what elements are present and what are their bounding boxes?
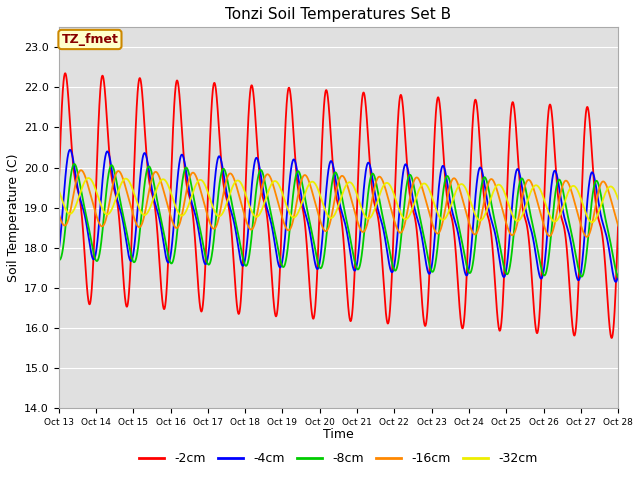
-4cm bbox=[119, 217, 127, 223]
-32cm bbox=[152, 188, 160, 194]
Legend: -2cm, -4cm, -8cm, -16cm, -32cm: -2cm, -4cm, -8cm, -16cm, -32cm bbox=[134, 447, 543, 470]
Line: -8cm: -8cm bbox=[59, 164, 618, 277]
-2cm bbox=[269, 296, 277, 302]
-32cm bbox=[119, 178, 127, 184]
-2cm bbox=[543, 128, 551, 134]
-16cm bbox=[614, 223, 622, 228]
-8cm bbox=[614, 275, 622, 280]
-8cm bbox=[604, 225, 611, 230]
-8cm bbox=[152, 191, 160, 197]
-8cm bbox=[119, 210, 127, 216]
-2cm bbox=[119, 265, 127, 271]
-2cm bbox=[614, 221, 622, 227]
Line: -16cm: -16cm bbox=[59, 170, 618, 237]
-2cm bbox=[61, 71, 69, 76]
-16cm bbox=[55, 211, 63, 216]
-8cm bbox=[55, 256, 63, 262]
-32cm bbox=[269, 179, 277, 185]
-2cm bbox=[152, 213, 160, 218]
-4cm bbox=[614, 272, 622, 277]
-8cm bbox=[269, 222, 277, 228]
-32cm bbox=[543, 205, 551, 211]
-32cm bbox=[614, 196, 622, 202]
-16cm bbox=[294, 194, 301, 200]
-4cm bbox=[269, 232, 277, 238]
-8cm bbox=[70, 161, 78, 167]
X-axis label: Time: Time bbox=[323, 428, 354, 441]
-2cm bbox=[55, 185, 63, 191]
Text: TZ_fmet: TZ_fmet bbox=[61, 33, 118, 46]
-16cm bbox=[269, 183, 277, 189]
-16cm bbox=[604, 185, 611, 191]
Title: Tonzi Soil Temperatures Set B: Tonzi Soil Temperatures Set B bbox=[225, 7, 451, 22]
Y-axis label: Soil Temperature (C): Soil Temperature (C) bbox=[7, 154, 20, 282]
-16cm bbox=[77, 168, 85, 173]
-4cm bbox=[67, 147, 74, 153]
-4cm bbox=[604, 237, 611, 243]
-4cm bbox=[152, 203, 160, 209]
-8cm bbox=[294, 168, 301, 174]
-16cm bbox=[119, 175, 127, 181]
-8cm bbox=[543, 265, 551, 271]
-16cm bbox=[583, 234, 591, 240]
-16cm bbox=[152, 169, 160, 175]
-32cm bbox=[588, 219, 596, 225]
-4cm bbox=[294, 171, 301, 177]
Line: -4cm: -4cm bbox=[59, 150, 618, 282]
-32cm bbox=[604, 186, 611, 192]
-32cm bbox=[84, 175, 92, 181]
Line: -2cm: -2cm bbox=[59, 73, 618, 338]
-2cm bbox=[608, 335, 616, 341]
Line: -32cm: -32cm bbox=[59, 178, 618, 222]
-2cm bbox=[294, 183, 301, 189]
-4cm bbox=[543, 234, 551, 240]
-4cm bbox=[612, 279, 620, 285]
-4cm bbox=[55, 248, 63, 253]
-32cm bbox=[294, 211, 301, 216]
-32cm bbox=[55, 187, 63, 193]
-2cm bbox=[604, 293, 611, 299]
-16cm bbox=[543, 231, 551, 237]
